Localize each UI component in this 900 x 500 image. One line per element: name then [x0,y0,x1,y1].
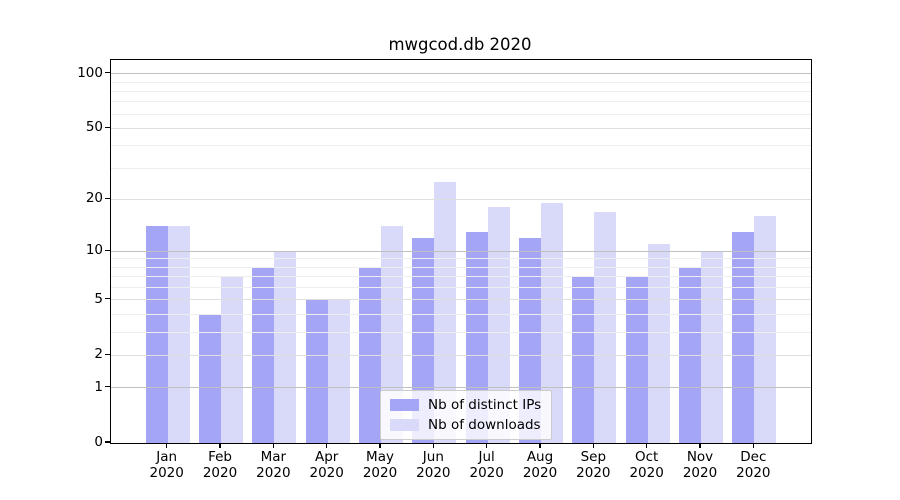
x-tick-11 [752,443,754,448]
gridline-y-5 [111,299,811,301]
bar-downloads [381,226,404,443]
x-tick-0 [166,443,168,448]
y-tick-1 [105,385,110,388]
y-tick-0 [105,441,110,443]
gridline-y-2 [111,354,811,356]
chart-title: mwgcod.db 2020 [388,35,532,54]
bar-distinct-ips [305,299,328,443]
gridline-y-40 [111,145,811,147]
y-tick-label-50: 50 [85,119,103,136]
y-tick-label-100: 100 [77,64,103,81]
bar-downloads [327,299,350,443]
x-tick-5 [432,443,434,448]
bar-downloads [541,203,563,443]
gridline-y-50 [111,127,811,129]
x-tick-label-5: Jun 2020 [416,449,451,481]
x-tick-label-8: Sep 2020 [576,449,611,481]
bar-downloads [434,182,457,443]
x-tick-1 [219,443,221,448]
gridline-y-30 [111,167,811,169]
x-tick-label-10: Nov 2020 [682,449,718,481]
y-tick-label-5: 5 [94,290,103,307]
y-tick-50 [105,126,110,129]
legend-item-downloads: Nb of downloads [390,417,541,433]
gridline-y-60 [111,113,811,115]
y-tick-2 [105,353,110,355]
y-tick-10 [105,249,110,251]
gridline-y-6 [111,286,811,288]
gridline-y-100 [111,73,811,75]
bar-distinct-ips [145,226,168,443]
y-tick-label-0: 0 [94,434,103,450]
gridline-y-80 [111,90,811,92]
legend-label-downloads: Nb of downloads [428,417,541,433]
legend-item-distinct-ips: Nb of distinct IPs [390,397,541,413]
gridline-y-9 [111,258,811,260]
legend-label-distinct-ips: Nb of distinct IPs [428,397,542,413]
y-tick-label-1: 1 [94,378,103,395]
x-tick-4 [379,443,381,448]
bar-downloads [754,216,777,443]
y-tick-5 [105,298,110,300]
gridline-y-70 [111,101,811,103]
x-tick-label-3: Apr 2020 [309,449,344,481]
legend-swatch-distinct-ips [390,399,419,411]
bar-downloads [167,226,190,443]
x-tick-6 [486,443,488,448]
gridline-y-10 [111,250,811,252]
gridline-y-7 [111,276,811,278]
gridline-y-3 [111,331,811,333]
gridline-y-8 [111,266,811,268]
x-tick-label-4: May 2020 [362,449,398,481]
bar-downloads [701,251,723,443]
y-tick-label-10: 10 [85,242,103,259]
plot-area [110,59,812,444]
bar-distinct-ips [199,314,222,443]
gridline-y-20 [111,198,811,200]
y-tick-20 [105,197,110,200]
bar-distinct-ips [625,276,648,443]
x-tick-label-2: Mar 2020 [256,449,291,481]
y-tick-label-20: 20 [85,190,103,207]
x-tick-2 [272,443,274,448]
x-tick-8 [592,443,594,448]
x-tick-label-0: Jan 2020 [149,449,184,481]
legend: Nb of distinct IPs Nb of downloads [380,390,553,440]
x-tick-label-1: Feb 2020 [202,449,238,481]
x-tick-label-6: Jul 2020 [469,449,504,481]
x-tick-10 [699,443,701,448]
gridline-y-1 [111,387,811,389]
bar-distinct-ips [732,231,755,443]
y-tick-100 [105,72,110,74]
gridline-y-90 [111,81,811,83]
x-tick-label-9: Oct 2020 [629,449,664,481]
x-tick-9 [646,443,648,448]
bar-downloads [487,207,510,443]
x-tick-3 [326,443,328,448]
bar-downloads [647,244,670,443]
y-tick-label-2: 2 [94,346,103,363]
bar-downloads [594,211,617,443]
bar-distinct-ips [572,276,595,443]
x-tick-label-11: Dec 2020 [736,449,771,481]
gridline-y-4 [111,313,811,315]
bar-downloads [221,276,244,443]
x-tick-7 [539,443,541,448]
bar-downloads [274,251,297,443]
legend-swatch-downloads [390,419,419,431]
x-tick-label-7: Aug 2020 [522,449,558,481]
